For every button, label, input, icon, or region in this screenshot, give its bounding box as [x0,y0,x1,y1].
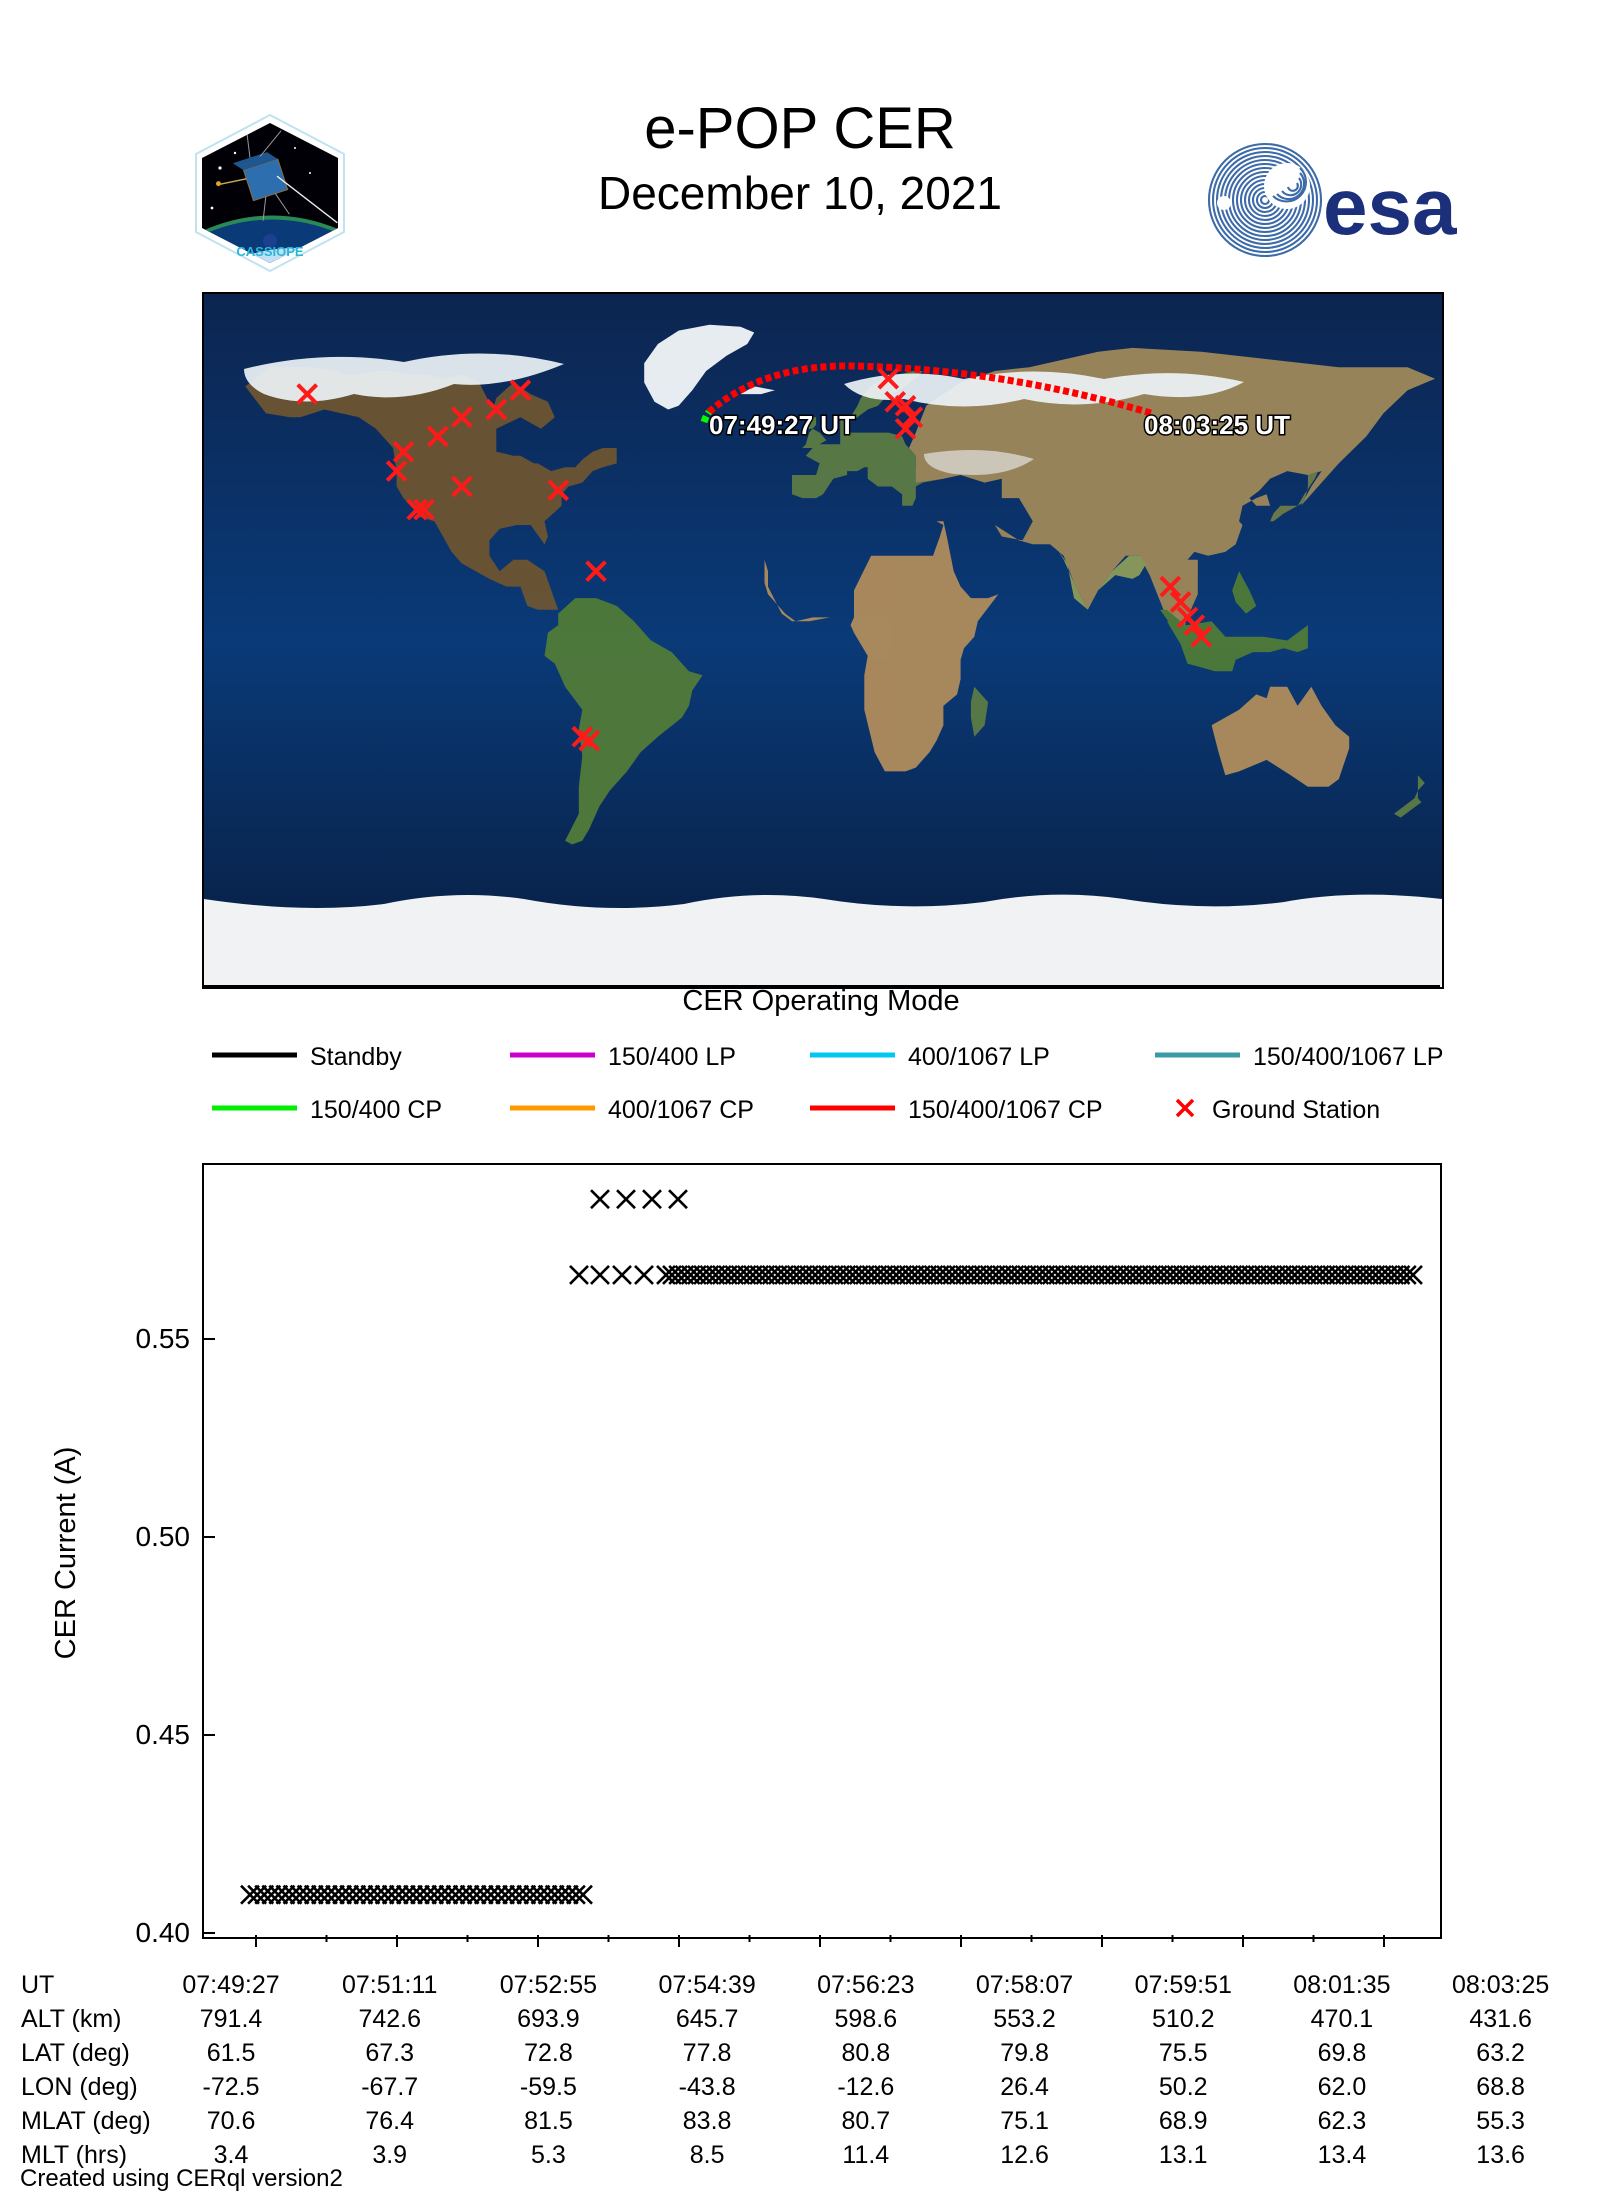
svg-text:150/400 CP: 150/400 CP [310,1096,442,1124]
svg-text:150/400/1067 CP: 150/400/1067 CP [908,1096,1103,1124]
svg-text:400/1067 LP: 400/1067 LP [908,1043,1050,1071]
svg-text:esa: esa [1323,162,1457,251]
svg-text:0.45: 0.45 [136,1719,191,1750]
svg-text:Standby: Standby [310,1043,402,1071]
svg-text:0.50: 0.50 [136,1521,191,1552]
svg-text:0.40: 0.40 [136,1917,191,1943]
svg-text:07:49:27 UT: 07:49:27 UT [709,410,855,440]
svg-text:08:03:25 UT: 08:03:25 UT [1144,410,1290,440]
svg-text:150/400/1067 LP: 150/400/1067 LP [1253,1043,1443,1071]
svg-text:CER Current (A): CER Current (A) [50,1447,82,1660]
svg-text:CASSIOPE: CASSIOPE [236,244,304,259]
svg-text:Ground Station: Ground Station [1212,1096,1380,1124]
svg-text:400/1067 CP: 400/1067 CP [608,1096,754,1124]
svg-text:150/400 LP: 150/400 LP [608,1043,736,1071]
svg-text:0.55: 0.55 [136,1323,191,1354]
